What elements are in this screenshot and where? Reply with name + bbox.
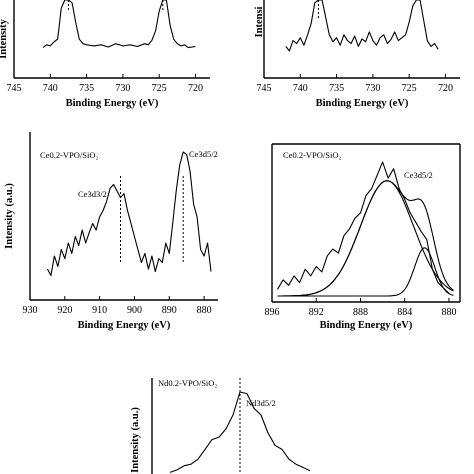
- panel-2-x-tick-label: 725: [402, 83, 417, 94]
- panel-1-x-tick-label: 735: [79, 83, 94, 94]
- panel-4-fit-component-2: [277, 247, 454, 297]
- panel-3-x-tick-label: 920: [57, 305, 72, 316]
- panel-2: 745 740 735 730 725 720 Binding Energy (eV) I…: [254, 0, 460, 109]
- panel-2-x-tick-label: 735: [329, 83, 344, 94]
- panel-4-x-label: Binding Energy (eV): [320, 320, 413, 331]
- panel-1-x-tick-label: 745: [7, 83, 22, 94]
- panel-3-title: Ce0.2-VPO/SiO₂: [40, 150, 98, 160]
- panel-3-y-label: Intensity (a.u.): [4, 183, 15, 249]
- panel-4-fit-envelope: [277, 180, 454, 297]
- panel-3-x-tick-label: 880: [197, 305, 212, 316]
- panel-2-y-label: Intensi: [254, 6, 265, 37]
- panel-3-x-tick-label: 900: [127, 305, 142, 316]
- panel-3: 930 920 910 900 890 880 Ce0.2-VPO/SiO₂ Ce3d3/…: [4, 132, 218, 331]
- panel-4-x-tick-label: 880: [441, 307, 456, 318]
- panel-3-annotation-ce3d32: Ce3d3/2: [78, 189, 107, 199]
- panel-1-y-label: Intensity: [0, 18, 9, 58]
- panel-3-x-tick-label: 890: [162, 305, 177, 316]
- panel-4-x-tick-label: 896: [265, 307, 280, 318]
- panel-4-x-tick-label: 884: [397, 307, 412, 318]
- panel-2-x-tick-label: 720: [438, 83, 453, 94]
- panel-4-title: Ce0.2-VPO/SiO₂: [283, 150, 341, 160]
- panel-4-annotation-ce3d52: Ce3d5/2: [404, 170, 433, 180]
- panel-5: Nd0.2-VPO/SiO₂ Nd3d5/2 Intensity (a.u.): [130, 378, 311, 474]
- panel-2-spectrum-line: [285, 0, 439, 52]
- panel-3-x-tick-label: 930: [23, 305, 38, 316]
- panel-1-x-tick-label: 725: [152, 83, 167, 94]
- panel-2-x-tick-label: 740: [293, 83, 308, 94]
- panel-1-x-tick-label: 720: [188, 83, 203, 94]
- panel-3-spectrum-line: [46, 151, 212, 277]
- panel-4: 896 892 888 884 880 Ce0.2-VPO/SiO₂ Ce3d5/2 B…: [265, 143, 461, 331]
- panel-5-annotation-nd3d52: Nd3d5/2: [246, 398, 276, 408]
- panel-1-markers: [67, 0, 164, 12]
- panel-5-title: Nd0.2-VPO/SiO₂: [158, 378, 217, 388]
- panel-3-annotation-ce3d52: Ce3d5/2: [189, 149, 218, 159]
- panel-3-ticks: 930 920 910 900 890 880: [23, 296, 212, 316]
- panel-2-ticks: 745 740 735 730 725 720: [257, 74, 453, 94]
- panel-5-y-label: Intensity (a.u.): [130, 407, 141, 473]
- panel-1-x-label: Binding Energy (eV): [66, 98, 159, 109]
- panel-1-spectrum-line: [42, 0, 196, 49]
- panel-4-ticks: 896 892 888 884 880: [265, 298, 456, 318]
- panel-3-x-label: Binding Energy (eV): [78, 320, 171, 331]
- panel-4-x-tick-label: 892: [309, 307, 324, 318]
- panel-1-ticks: 745 740 735 730 725 720: [7, 74, 203, 94]
- panel-4-spectrum-line: [277, 161, 450, 294]
- panel-1-x-tick-label: 740: [43, 83, 58, 94]
- panel-2-x-tick-label: 745: [257, 83, 272, 94]
- panel-1: 745 740 735 730 725 720 Binding Energy (eV) I…: [0, 0, 210, 109]
- panel-1-x-tick-label: 730: [115, 83, 130, 94]
- panel-2-x-label: Binding Energy (eV): [316, 98, 409, 109]
- panel-4-x-tick-label: 888: [353, 307, 368, 318]
- panel-2-x-tick-label: 730: [365, 83, 380, 94]
- panel-3-x-tick-label: 910: [92, 305, 107, 316]
- panel-5-spectrum-line: [169, 391, 311, 473]
